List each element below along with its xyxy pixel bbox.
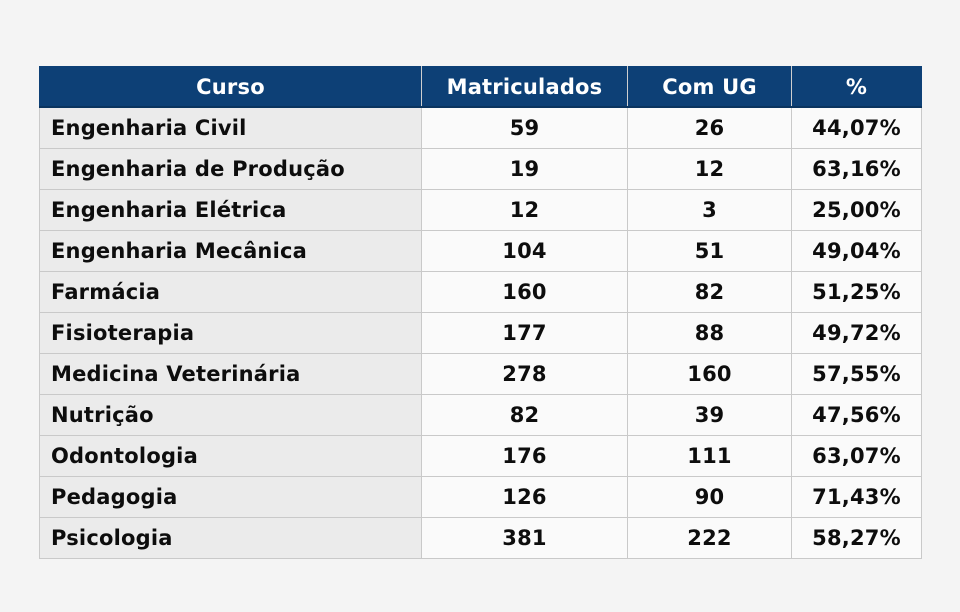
cell-com_ug: 12 <box>627 148 792 190</box>
table-row: Engenharia de Produção 19 12 63,16% <box>39 148 922 190</box>
cell-pct: 71,43% <box>791 476 922 518</box>
cell-pct: 49,72% <box>791 312 922 354</box>
table-row: Nutrição 82 39 47,56% <box>39 394 922 436</box>
cell-curso: Farmácia <box>39 271 422 313</box>
cell-pct: 63,16% <box>791 148 922 190</box>
cell-com_ug: 26 <box>627 106 792 149</box>
table-row: Farmácia 160 82 51,25% <box>39 271 922 313</box>
cell-curso: Engenharia Civil <box>39 106 422 149</box>
table-row: Medicina Veterinária 278 160 57,55% <box>39 353 922 395</box>
cell-com_ug: 3 <box>627 189 792 231</box>
cell-matriculados: 19 <box>421 148 628 190</box>
table-header-row: Curso Matriculados Com UG% <box>39 66 922 108</box>
cell-pct: 51,25% <box>791 271 922 313</box>
cell-matriculados: 104 <box>421 230 628 272</box>
table-row: Engenharia Mecânica 104 51 49,04% <box>39 230 922 272</box>
cell-pct: 25,00% <box>791 189 922 231</box>
cell-curso: Engenharia Mecânica <box>39 230 422 272</box>
table-row: Engenharia Elétrica 12 3 25,00% <box>39 189 922 231</box>
cell-curso: Fisioterapia <box>39 312 422 354</box>
cell-pct: 63,07% <box>791 435 922 477</box>
cell-matriculados: 381 <box>421 517 628 559</box>
cell-matriculados: 278 <box>421 353 628 395</box>
cell-curso: Odontologia <box>39 435 422 477</box>
cell-com_ug: 82 <box>627 271 792 313</box>
cell-curso: Pedagogia <box>39 476 422 518</box>
cell-matriculados: 177 <box>421 312 628 354</box>
column-header-pct: % <box>791 66 922 108</box>
table-body: Engenharia Civil 59 26 44,07% Engenharia de … <box>39 106 922 559</box>
cell-com_ug: 88 <box>627 312 792 354</box>
cell-com_ug: 39 <box>627 394 792 436</box>
cell-pct: 57,55% <box>791 353 922 395</box>
cell-pct: 58,27% <box>791 517 922 559</box>
table-row: Odontologia 176 111 63,07% <box>39 435 922 477</box>
table-head: Curso Matriculados Com UG% <box>39 66 922 108</box>
table-row: Pedagogia 126 90 71,43% <box>39 476 922 518</box>
cell-matriculados: 82 <box>421 394 628 436</box>
cell-pct: 49,04% <box>791 230 922 272</box>
table-row: Psicologia 381 222 58,27% <box>39 517 922 559</box>
cell-pct: 47,56% <box>791 394 922 436</box>
column-header-curso: Curso <box>39 66 422 108</box>
cell-matriculados: 126 <box>421 476 628 518</box>
cell-com_ug: 111 <box>627 435 792 477</box>
cell-curso: Engenharia de Produção <box>39 148 422 190</box>
cell-curso: Engenharia Elétrica <box>39 189 422 231</box>
column-header-com_ug: Com UG <box>627 66 792 108</box>
cell-com_ug: 160 <box>627 353 792 395</box>
cell-com_ug: 222 <box>627 517 792 559</box>
cell-matriculados: 160 <box>421 271 628 313</box>
course-enrollment-table: Curso Matriculados Com UG% Engenharia Civi… <box>39 66 922 559</box>
cell-com_ug: 51 <box>627 230 792 272</box>
table-row: Engenharia Civil 59 26 44,07% <box>39 106 922 149</box>
cell-matriculados: 59 <box>421 106 628 149</box>
cell-curso: Nutrição <box>39 394 422 436</box>
column-header-matriculados: Matriculados <box>421 66 628 108</box>
cell-matriculados: 176 <box>421 435 628 477</box>
cell-curso: Psicologia <box>39 517 422 559</box>
cell-matriculados: 12 <box>421 189 628 231</box>
cell-pct: 44,07% <box>791 106 922 149</box>
table-row: Fisioterapia 177 88 49,72% <box>39 312 922 354</box>
cell-curso: Medicina Veterinária <box>39 353 422 395</box>
cell-com_ug: 90 <box>627 476 792 518</box>
